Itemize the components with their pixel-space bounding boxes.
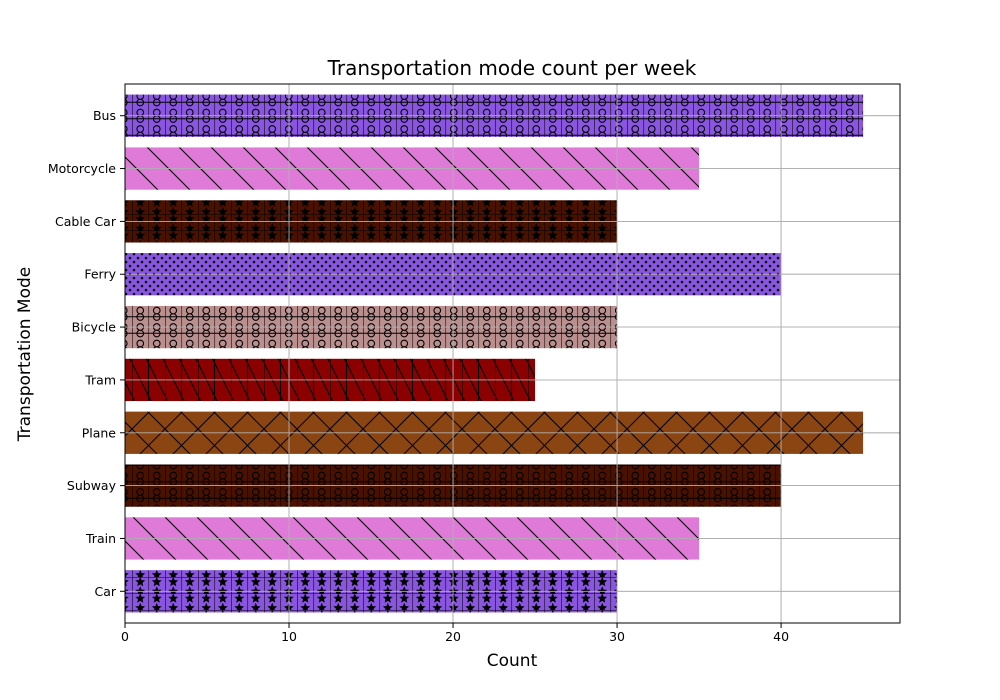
y-tick-label: Bus xyxy=(93,108,116,123)
chart-title: Transportation mode count per week xyxy=(327,56,697,80)
y-axis-title: Transportation Mode xyxy=(15,267,35,442)
y-tick-label: Ferry xyxy=(84,267,116,282)
x-tick-label: 30 xyxy=(609,629,625,644)
y-tick-label: Tram xyxy=(84,372,116,387)
y-tick-label: Car xyxy=(94,584,116,599)
x-axis-title: Count xyxy=(487,651,538,671)
y-tick-label: Train xyxy=(85,531,116,546)
y-tick-label: Motorcycle xyxy=(48,161,116,176)
axis-ticks: 0 10 20 30 40 Car Train Subway Plane Tram Bicycle F… xyxy=(48,108,789,644)
bars xyxy=(125,94,864,613)
y-tick-label: Cable Car xyxy=(55,214,117,229)
y-tick-label: Subway xyxy=(67,478,117,493)
y-tick-label: Plane xyxy=(82,425,117,440)
x-tick-label: 10 xyxy=(281,629,297,644)
x-tick-label: 0 xyxy=(121,629,129,644)
y-tick-label: Bicycle xyxy=(72,320,117,335)
x-tick-label: 20 xyxy=(445,629,461,644)
x-tick-label: 40 xyxy=(773,629,789,644)
plot-frame xyxy=(124,83,901,624)
